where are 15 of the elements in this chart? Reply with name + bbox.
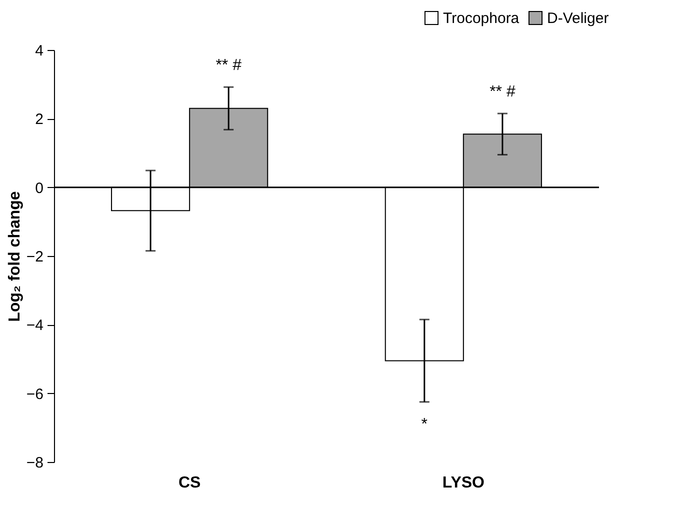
x-tick-label: LYSO [442,474,484,492]
y-tick-label: 4 [35,42,44,60]
y-tick-label: −2 [26,248,44,266]
y-tick-label: 0 [35,180,44,197]
y-axis-title: Log₂ fold change [6,191,24,322]
annotation: ** # [490,84,516,101]
y-tick-label: 2 [35,111,44,128]
y-tick-label: −6 [26,386,44,403]
legend-label: Trocophora [443,10,520,27]
legend-label: D-Veliger [547,10,609,27]
y-tick-label: −4 [26,317,44,334]
y-tick-label: −8 [26,454,44,472]
annotation: ** # [216,57,242,74]
annotation: * [421,416,428,433]
x-tick-label: CS [178,474,202,492]
